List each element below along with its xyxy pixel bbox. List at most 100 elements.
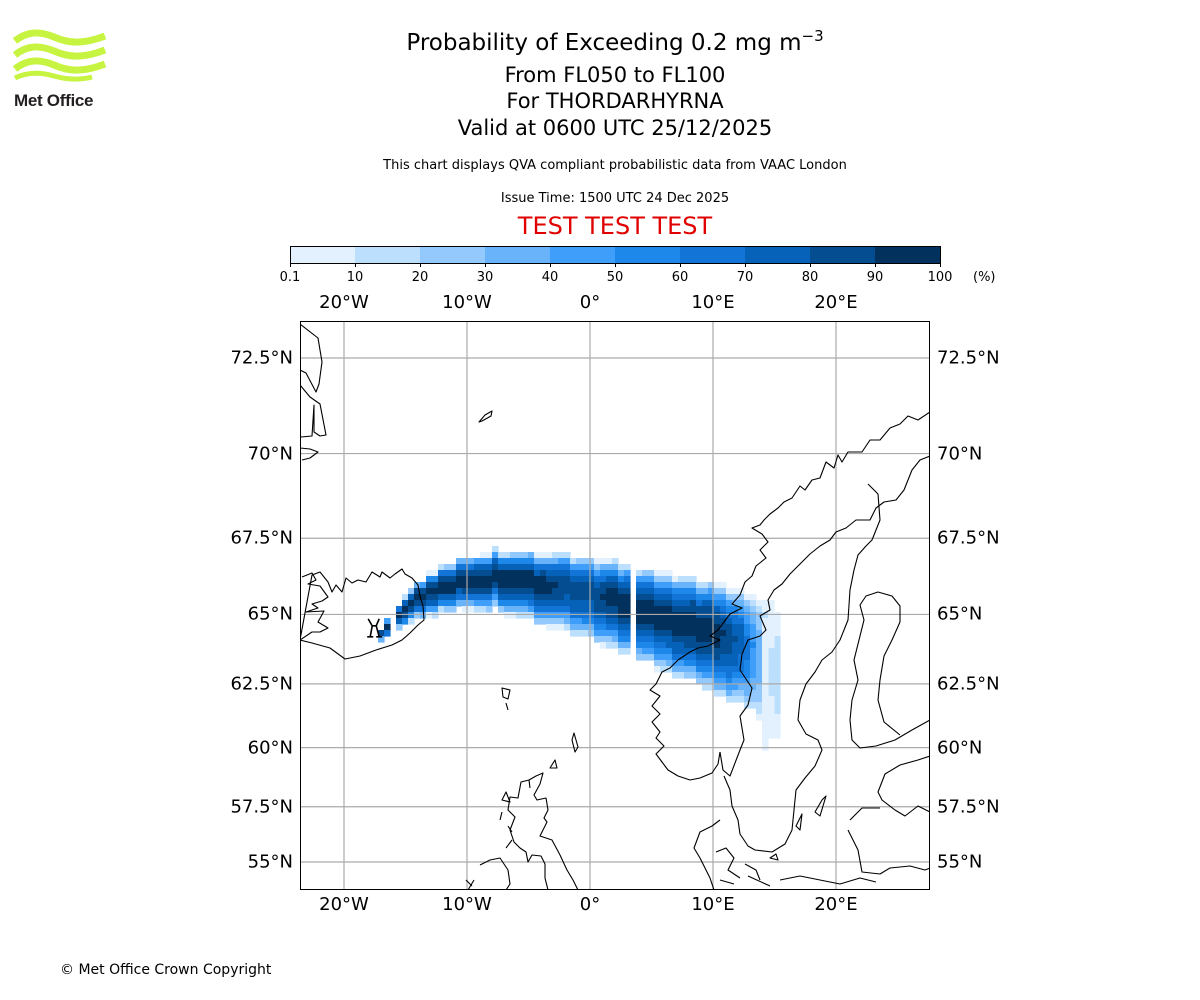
lat-label-left: 60°N — [247, 737, 293, 759]
plume-cell — [480, 576, 487, 583]
plume-cell — [426, 606, 433, 613]
plume-cell — [612, 630, 619, 637]
coast-baltic-states — [847, 755, 930, 875]
lat-label-left: 67.5°N — [230, 527, 293, 549]
plume-cell — [702, 666, 709, 673]
plume-cell — [600, 630, 607, 637]
plume-cell — [606, 600, 613, 607]
plume-cell — [702, 654, 709, 661]
plume-cell — [660, 624, 667, 631]
plume-cell — [750, 618, 757, 625]
plume-cell — [636, 600, 643, 607]
plume-cell — [648, 570, 655, 577]
plume-cell — [450, 564, 457, 571]
plume-cell — [624, 648, 631, 655]
plume-cell — [516, 594, 523, 601]
plume-cell — [462, 600, 469, 607]
plume-cell — [750, 630, 757, 637]
plume-cell — [462, 582, 469, 589]
plume-cell — [558, 564, 565, 571]
plume-cell — [570, 558, 577, 565]
plume-cell — [456, 588, 463, 595]
plume-cell — [516, 588, 523, 595]
plume-cell — [486, 582, 493, 589]
plume-cell — [714, 648, 721, 655]
colorbar-bin-8 — [810, 246, 876, 263]
plume-cell — [654, 660, 661, 667]
plume-cell — [762, 654, 769, 661]
plume-cell — [762, 708, 769, 715]
colorbar-bin-6 — [680, 246, 746, 263]
plume-cell — [468, 564, 475, 571]
plume-cell — [714, 684, 721, 691]
plume-cell — [612, 624, 619, 631]
plume-cell — [702, 582, 709, 589]
plume-cell — [624, 642, 631, 649]
plume-cell — [426, 576, 433, 583]
plume-cell — [600, 558, 607, 565]
plume-cell — [564, 618, 571, 625]
plume-cell — [552, 576, 559, 583]
plume-cell — [540, 582, 547, 589]
lat-label-right: 65°N — [937, 603, 983, 625]
plume-cell — [678, 594, 685, 601]
plume-cell — [534, 570, 541, 577]
title-superscript: −3 — [801, 27, 824, 45]
plume-cell — [738, 606, 745, 613]
plume-cell — [624, 570, 631, 577]
plume-cell — [762, 642, 769, 649]
plume-cell — [708, 618, 715, 625]
plume-cell — [492, 546, 499, 553]
plume-cell — [732, 678, 739, 685]
plume-cell — [606, 582, 613, 589]
plume-cell — [588, 570, 595, 577]
plume-cell — [600, 594, 607, 601]
plume-cell — [462, 570, 469, 577]
plume-cell — [600, 624, 607, 631]
plume-cell — [672, 672, 679, 679]
plume-cell — [684, 606, 691, 613]
plume-cell — [636, 594, 643, 601]
plume-cell — [474, 588, 481, 595]
plume-cell — [750, 606, 757, 613]
plume-cell — [732, 624, 739, 631]
plume-cell — [774, 618, 781, 625]
plume-cell — [720, 612, 727, 619]
plume-cell — [456, 600, 463, 607]
plume-cell — [540, 588, 547, 595]
plume-cell — [462, 606, 469, 613]
plume-cell — [528, 606, 535, 613]
plume-cell — [702, 660, 709, 667]
plume-cell — [726, 606, 733, 613]
plume-cell — [684, 600, 691, 607]
plume-cell — [432, 594, 439, 601]
plume-cell — [678, 582, 685, 589]
plume-cell — [510, 600, 517, 607]
plume-cell — [570, 576, 577, 583]
plume-cell — [762, 648, 769, 655]
lon-label-bottom: 20°E — [814, 894, 858, 915]
plume-cell — [750, 684, 757, 691]
plume-cell — [492, 594, 499, 601]
plume-cell — [594, 618, 601, 625]
plume-cell — [678, 672, 685, 679]
plume-cell — [732, 612, 739, 619]
plume-cell — [642, 588, 649, 595]
colorbar-bin-9 — [875, 246, 941, 263]
plume-cell — [414, 588, 421, 595]
plume-cell — [498, 552, 505, 559]
plume-cell — [762, 720, 769, 727]
plume-cell — [762, 690, 769, 697]
plume-cell — [690, 588, 697, 595]
plume-cell — [498, 564, 505, 571]
plume-cell — [576, 576, 583, 583]
plume-cell — [648, 588, 655, 595]
plume-cell — [642, 594, 649, 601]
coast-iceland — [300, 568, 425, 660]
plume-cell — [648, 612, 655, 619]
volcano-icon — [367, 618, 383, 638]
plume-cell — [504, 582, 511, 589]
plume-cell — [768, 732, 775, 739]
plume-cell — [522, 594, 529, 601]
